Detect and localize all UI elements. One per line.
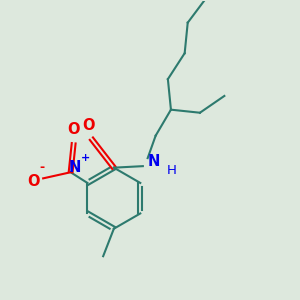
Text: N: N — [68, 160, 81, 175]
Text: O: O — [82, 118, 94, 133]
Text: O: O — [68, 122, 80, 137]
Text: O: O — [27, 174, 40, 189]
Text: H: H — [167, 164, 177, 178]
Text: N: N — [148, 154, 160, 169]
Text: -: - — [39, 160, 44, 174]
Text: +: + — [80, 153, 90, 163]
